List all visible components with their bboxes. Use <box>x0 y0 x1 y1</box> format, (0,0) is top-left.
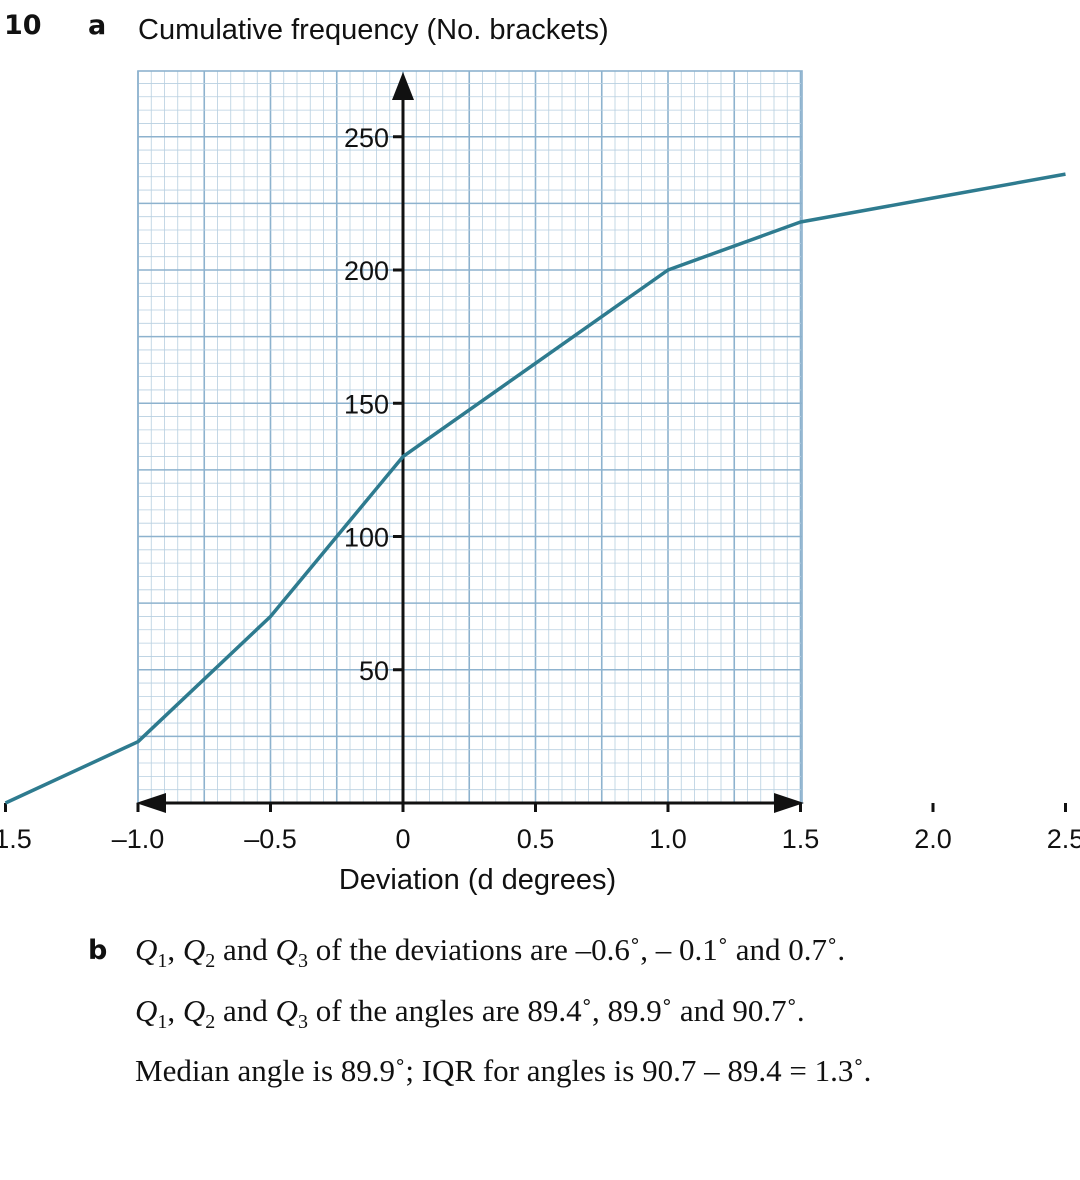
part-b-label: b <box>88 935 108 966</box>
x-tick-label: 0.5 <box>517 824 555 854</box>
answer-line-2: Q1, Q2 and Q3 of the angles are 89.4˚, 8… <box>135 993 805 1034</box>
series-layer <box>4 172 1066 805</box>
x-tick-label: 1.0 <box>649 824 687 854</box>
x-tick-label: 0 <box>395 824 410 854</box>
x-tick-label: 2.0 <box>914 824 952 854</box>
x-axis-right-arrow <box>774 793 804 813</box>
y-axis-arrow <box>392 72 414 100</box>
answer-line-3: Median angle is 89.9˚; IQR for angles is… <box>135 1053 872 1088</box>
ticks: –1.5 –1.0 –0.5 0 0.5 1.0 1.5 2.0 2.5 50 100 150 200 2… <box>0 123 1080 854</box>
chart-title: Cumulative frequency (No. brackets) <box>138 14 609 46</box>
x-tick-label: –1.0 <box>112 824 165 854</box>
y-tick-label: 250 <box>344 123 389 153</box>
cumulative-frequency-line <box>4 172 1066 805</box>
part-a-label: a <box>88 10 107 41</box>
y-tick-label: 200 <box>344 256 389 286</box>
x-tick-label: –1.5 <box>0 824 32 854</box>
cumulative-frequency-chart: –1.5 –1.0 –0.5 0 0.5 1.0 1.5 2.0 2.5 50 100 150 200 2… <box>0 70 1080 854</box>
y-tick-label: 50 <box>359 656 389 686</box>
y-tick-label: 100 <box>344 523 389 553</box>
x-tick-label: –0.5 <box>244 824 297 854</box>
question-number: 10 <box>4 10 42 41</box>
x-tick-label: 1.5 <box>782 824 820 854</box>
y-tick-label: 150 <box>344 389 389 419</box>
x-tick-label: 2.5 <box>1047 824 1080 854</box>
x-axis-left-arrow <box>136 793 166 813</box>
answer-line-1: Q1, Q2 and Q3 of the deviations are –0.6… <box>135 932 846 973</box>
grid <box>137 70 803 804</box>
x-axis-label: Deviation (d degrees) <box>338 864 617 896</box>
axes <box>136 72 804 813</box>
